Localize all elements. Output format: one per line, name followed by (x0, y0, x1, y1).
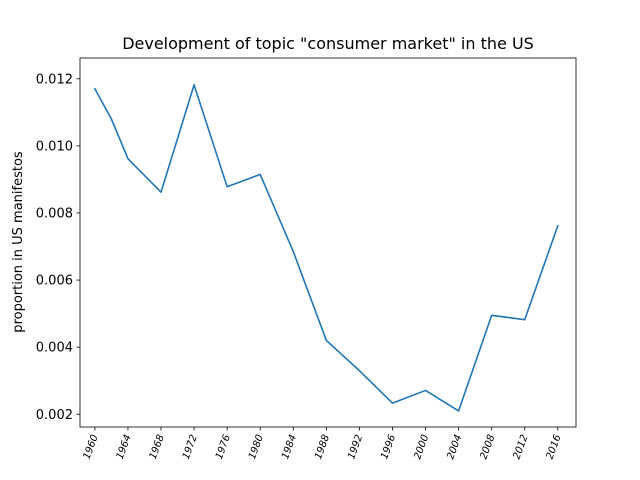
y-axis-label: proportion in US manifestos (11, 151, 26, 333)
y-tick-label: 0.002 (36, 408, 73, 423)
y-tick-label: 0.004 (36, 341, 73, 356)
y-tick-label: 0.008 (36, 206, 73, 221)
y-tick-label: 0.012 (36, 72, 73, 87)
series-line-0 (93, 84, 559, 412)
axes-frame (79, 57, 577, 428)
y-tick-label: 0.010 (36, 139, 73, 154)
y-tick-label: 0.006 (36, 274, 73, 289)
chart-title: Development of topic "consumer market" i… (122, 34, 534, 53)
